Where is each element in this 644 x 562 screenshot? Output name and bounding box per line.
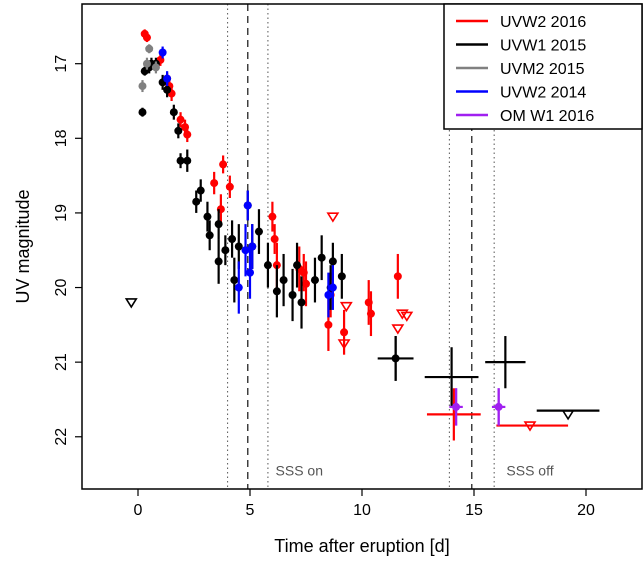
data-point bbox=[183, 130, 192, 139]
data-point bbox=[234, 283, 243, 292]
data-point bbox=[452, 402, 461, 411]
data-point bbox=[142, 59, 151, 68]
data-point bbox=[393, 272, 402, 281]
data-point bbox=[151, 63, 160, 72]
upper-limit-marker bbox=[339, 301, 353, 313]
upper-limit-marker bbox=[124, 298, 138, 309]
upper-limit-marker bbox=[337, 339, 351, 350]
data-point bbox=[243, 201, 252, 210]
upper-limit-marker bbox=[395, 309, 409, 320]
x-tick-label: 0 bbox=[134, 502, 143, 519]
data-point bbox=[214, 257, 223, 266]
data-point bbox=[183, 156, 192, 165]
data-points bbox=[124, 29, 600, 441]
annotations: SSS on SSS off bbox=[276, 462, 554, 478]
data-point bbox=[272, 287, 281, 296]
annotation-label: SSS off bbox=[506, 462, 553, 478]
data-point bbox=[228, 235, 237, 244]
x-tick-label: 15 bbox=[465, 502, 483, 519]
data-point bbox=[210, 179, 219, 188]
data-point bbox=[317, 253, 326, 262]
data-point bbox=[158, 48, 167, 57]
legend: UVW2 2016 UVW1 2015 UVM2 2015 UVW2 2014 OM W… bbox=[443, 3, 643, 130]
data-point bbox=[203, 212, 212, 221]
data-point bbox=[246, 268, 254, 277]
axes: 0 5 10 15 20 17 18 19 20 21 22 bbox=[53, 55, 595, 519]
data-point bbox=[234, 242, 243, 251]
legend-entry: UVW1 2015 bbox=[500, 38, 586, 55]
data-point bbox=[391, 354, 400, 363]
y-axis-label: UV magnitude bbox=[13, 189, 33, 303]
x-tick-label: 5 bbox=[246, 502, 255, 519]
data-point bbox=[366, 309, 375, 318]
data-point bbox=[270, 235, 279, 244]
data-point bbox=[310, 276, 319, 285]
data-point bbox=[340, 328, 349, 337]
data-point bbox=[302, 279, 310, 288]
legend-box bbox=[443, 3, 643, 130]
legend-entry: UVW2 2016 bbox=[500, 14, 586, 31]
data-point bbox=[219, 160, 228, 169]
upper-limit-marker bbox=[561, 410, 575, 421]
upper-limit-marker bbox=[391, 324, 405, 335]
data-point bbox=[254, 227, 263, 236]
data-point bbox=[176, 156, 185, 165]
data-point bbox=[241, 246, 250, 255]
data-point bbox=[297, 298, 306, 307]
data-point bbox=[324, 291, 333, 299]
legend-entry: UVW2 2014 bbox=[500, 85, 586, 102]
data-point bbox=[163, 85, 172, 94]
data-point bbox=[176, 115, 185, 124]
x-tick-label: 20 bbox=[577, 502, 595, 519]
data-point bbox=[494, 402, 503, 411]
data-point bbox=[288, 291, 297, 299]
y-tick-label: 19 bbox=[53, 204, 70, 222]
data-point bbox=[205, 231, 214, 240]
data-point bbox=[225, 182, 234, 191]
data-point bbox=[279, 276, 288, 285]
data-point bbox=[138, 82, 147, 91]
legend-entry: UVM2 2015 bbox=[500, 61, 585, 78]
data-point bbox=[268, 212, 277, 221]
data-point bbox=[169, 108, 178, 117]
upper-limit-marker bbox=[523, 421, 537, 432]
data-point bbox=[293, 261, 302, 270]
data-point bbox=[328, 283, 337, 292]
data-point bbox=[192, 197, 201, 206]
vertical-lines bbox=[227, 4, 495, 489]
data-point bbox=[214, 220, 223, 229]
data-point bbox=[328, 257, 337, 266]
legend-entry: OM W1 2016 bbox=[500, 108, 594, 125]
x-axis-label: Time after eruption [d] bbox=[274, 536, 449, 556]
data-point bbox=[163, 74, 172, 83]
data-point bbox=[174, 126, 183, 135]
y-tick-label: 17 bbox=[53, 55, 70, 73]
data-point bbox=[221, 246, 230, 255]
data-point bbox=[145, 44, 154, 53]
data-point bbox=[263, 261, 272, 270]
annotation-label: SSS on bbox=[276, 462, 323, 478]
upper-limit-marker bbox=[326, 212, 340, 223]
data-point bbox=[138, 108, 147, 117]
y-tick-label: 18 bbox=[53, 129, 70, 147]
data-point bbox=[230, 276, 239, 285]
upper-limit-marker bbox=[400, 311, 414, 322]
y-tick-label: 21 bbox=[53, 353, 70, 371]
data-point bbox=[142, 33, 151, 42]
data-point bbox=[248, 242, 257, 251]
data-point bbox=[196, 186, 205, 195]
y-tick-label: 22 bbox=[53, 428, 70, 446]
x-tick-label: 10 bbox=[353, 502, 371, 519]
data-point bbox=[337, 272, 346, 281]
y-tick-label: 20 bbox=[53, 279, 70, 297]
data-point bbox=[324, 320, 333, 329]
